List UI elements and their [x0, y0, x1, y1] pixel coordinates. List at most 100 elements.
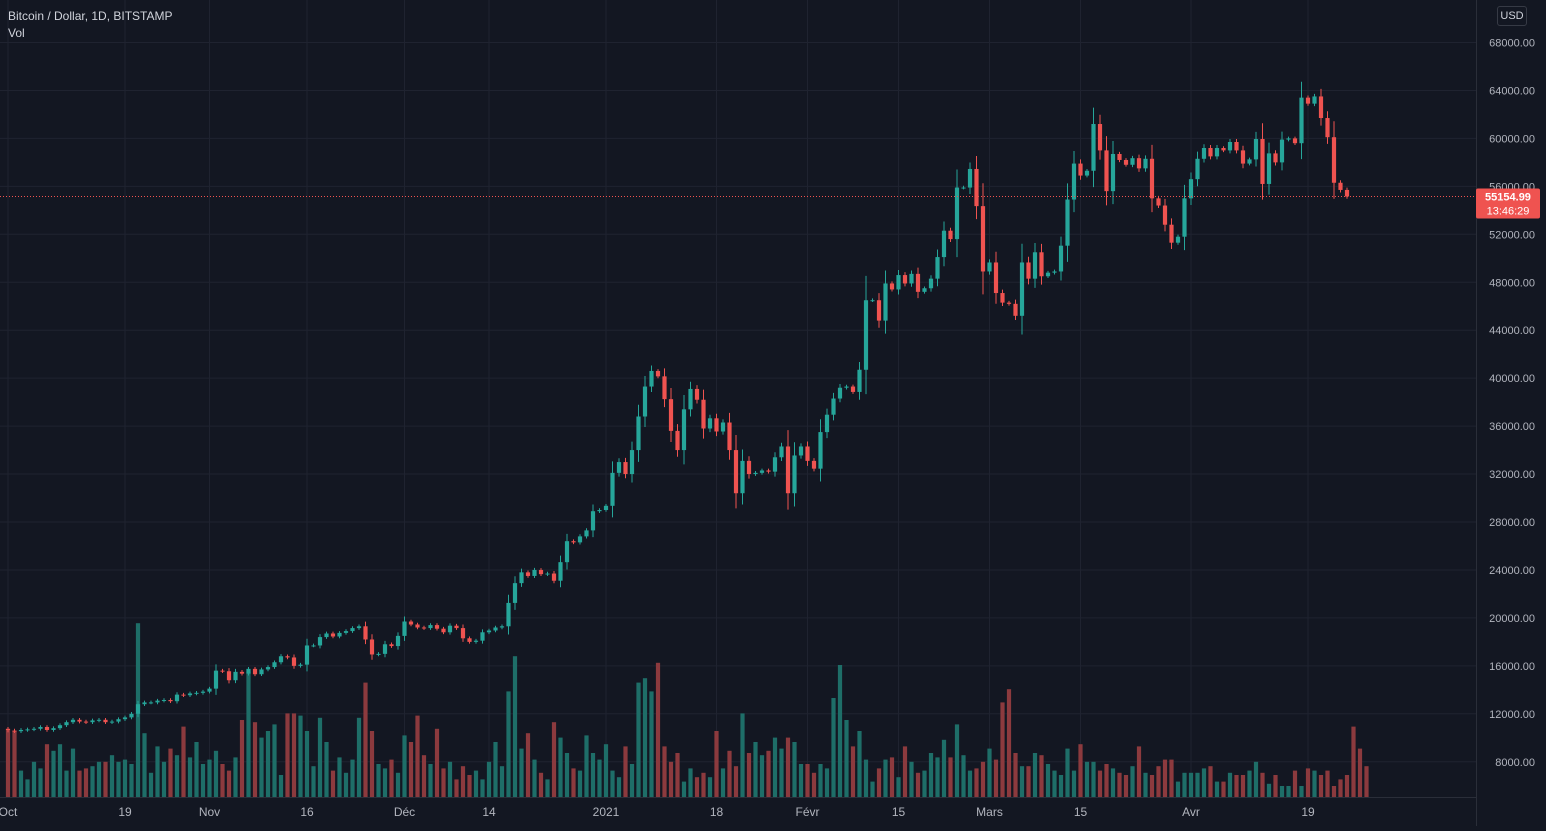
- candle-body: [974, 168, 979, 207]
- candle: [1123, 158, 1129, 167]
- volume-bar: [454, 779, 459, 797]
- candle: [1019, 243, 1025, 335]
- volume-bar: [1279, 786, 1285, 797]
- candle: [980, 183, 986, 295]
- candle-body: [1247, 159, 1252, 164]
- candle: [1084, 168, 1090, 178]
- candle: [772, 452, 778, 477]
- candle-body: [1338, 182, 1343, 190]
- price-axis[interactable]: 68000.0064000.0060000.0056000.0052000.00…: [1489, 38, 1535, 769]
- candle-body: [909, 273, 914, 284]
- candle: [1039, 243, 1044, 285]
- candle: [785, 430, 791, 510]
- candle-body: [447, 625, 453, 633]
- candle-body: [753, 472, 758, 475]
- candle-body: [532, 569, 537, 576]
- x-tick-label: Déc: [394, 805, 415, 819]
- volume-bar: [1188, 772, 1194, 797]
- volume-bar: [1117, 772, 1122, 797]
- volume-bar: [447, 761, 453, 797]
- symbol-title[interactable]: Bitcoin / Dollar, 1D, BITSTAMP: [8, 9, 173, 23]
- candle: [278, 654, 284, 665]
- candle-body: [662, 376, 667, 400]
- volume-bar: [993, 759, 999, 797]
- volume-bar: [1032, 753, 1038, 797]
- x-tick-label: 16: [300, 805, 314, 819]
- candle-body: [779, 446, 784, 458]
- candle-body: [785, 446, 791, 494]
- volume-bar: [733, 766, 739, 797]
- candle-body: [57, 725, 63, 729]
- candle: [714, 413, 719, 437]
- volume-bar: [1065, 748, 1070, 797]
- volume-bar: [1357, 748, 1363, 797]
- volume-bar: [499, 766, 505, 797]
- volume-bar: [714, 731, 719, 797]
- candle-body: [655, 370, 661, 377]
- candle: [376, 652, 381, 657]
- volume-bar: [876, 768, 882, 797]
- volume-bar: [122, 759, 128, 797]
- volume-bar: [766, 750, 771, 797]
- candle-body: [922, 288, 927, 292]
- candle: [1201, 144, 1207, 163]
- candle: [1325, 111, 1330, 144]
- time-axis[interactable]: Oct 19 Nov 16 Déc 14 2021 18 Févr 15 Mars 15 Avr 19: [0, 805, 1315, 819]
- candle-body: [1162, 205, 1168, 225]
- candle: [447, 623, 453, 635]
- candle-body: [519, 572, 524, 584]
- candle-body: [1182, 198, 1187, 237]
- candle: [1013, 299, 1018, 321]
- candle-body: [116, 719, 121, 722]
- volume-bar: [161, 761, 167, 797]
- candle-body: [623, 462, 628, 475]
- x-tick-label: Avr: [1182, 805, 1200, 819]
- volume-bar: [376, 764, 381, 797]
- candle-body: [1253, 138, 1259, 160]
- volume-bar: [1078, 744, 1083, 797]
- volume-bar: [343, 772, 349, 797]
- volume-bar: [662, 746, 667, 797]
- candle-body: [44, 726, 50, 730]
- candle: [1052, 269, 1057, 275]
- candle: [181, 692, 186, 698]
- volume-bar: [974, 768, 979, 797]
- volume-bar: [38, 768, 43, 797]
- candle: [259, 667, 264, 677]
- candle-body: [304, 645, 310, 665]
- candle-body: [1045, 272, 1051, 277]
- candle: [226, 668, 232, 684]
- candle-body: [597, 510, 602, 512]
- candle-body: [870, 300, 875, 302]
- candle-body: [64, 722, 69, 726]
- currency-button[interactable]: USD: [1497, 6, 1527, 26]
- volume-bar: [18, 770, 24, 797]
- candle-body: [805, 446, 810, 461]
- candle-body: [480, 632, 485, 641]
- candle: [597, 508, 602, 514]
- candle: [1149, 144, 1155, 213]
- volume-bar: [31, 761, 37, 797]
- candle: [285, 654, 290, 660]
- candle-body: [636, 416, 641, 451]
- candle-body: [1214, 147, 1220, 157]
- volume-indicator-label[interactable]: Vol: [8, 26, 25, 40]
- candle: [883, 270, 888, 334]
- candle-body: [389, 644, 394, 647]
- candle: [1182, 184, 1187, 251]
- candle: [161, 698, 167, 703]
- candle: [798, 443, 804, 459]
- volume-bar: [577, 770, 583, 797]
- volume-bar: [681, 781, 687, 797]
- volume-bar: [1097, 770, 1103, 797]
- candle: [532, 567, 537, 579]
- candle: [1240, 145, 1246, 169]
- candle-body: [1344, 189, 1350, 197]
- volume-bar: [1292, 770, 1298, 797]
- grid-lines: [0, 0, 1476, 797]
- candle-body: [1117, 153, 1122, 160]
- candle: [148, 700, 154, 705]
- candle: [1279, 131, 1285, 171]
